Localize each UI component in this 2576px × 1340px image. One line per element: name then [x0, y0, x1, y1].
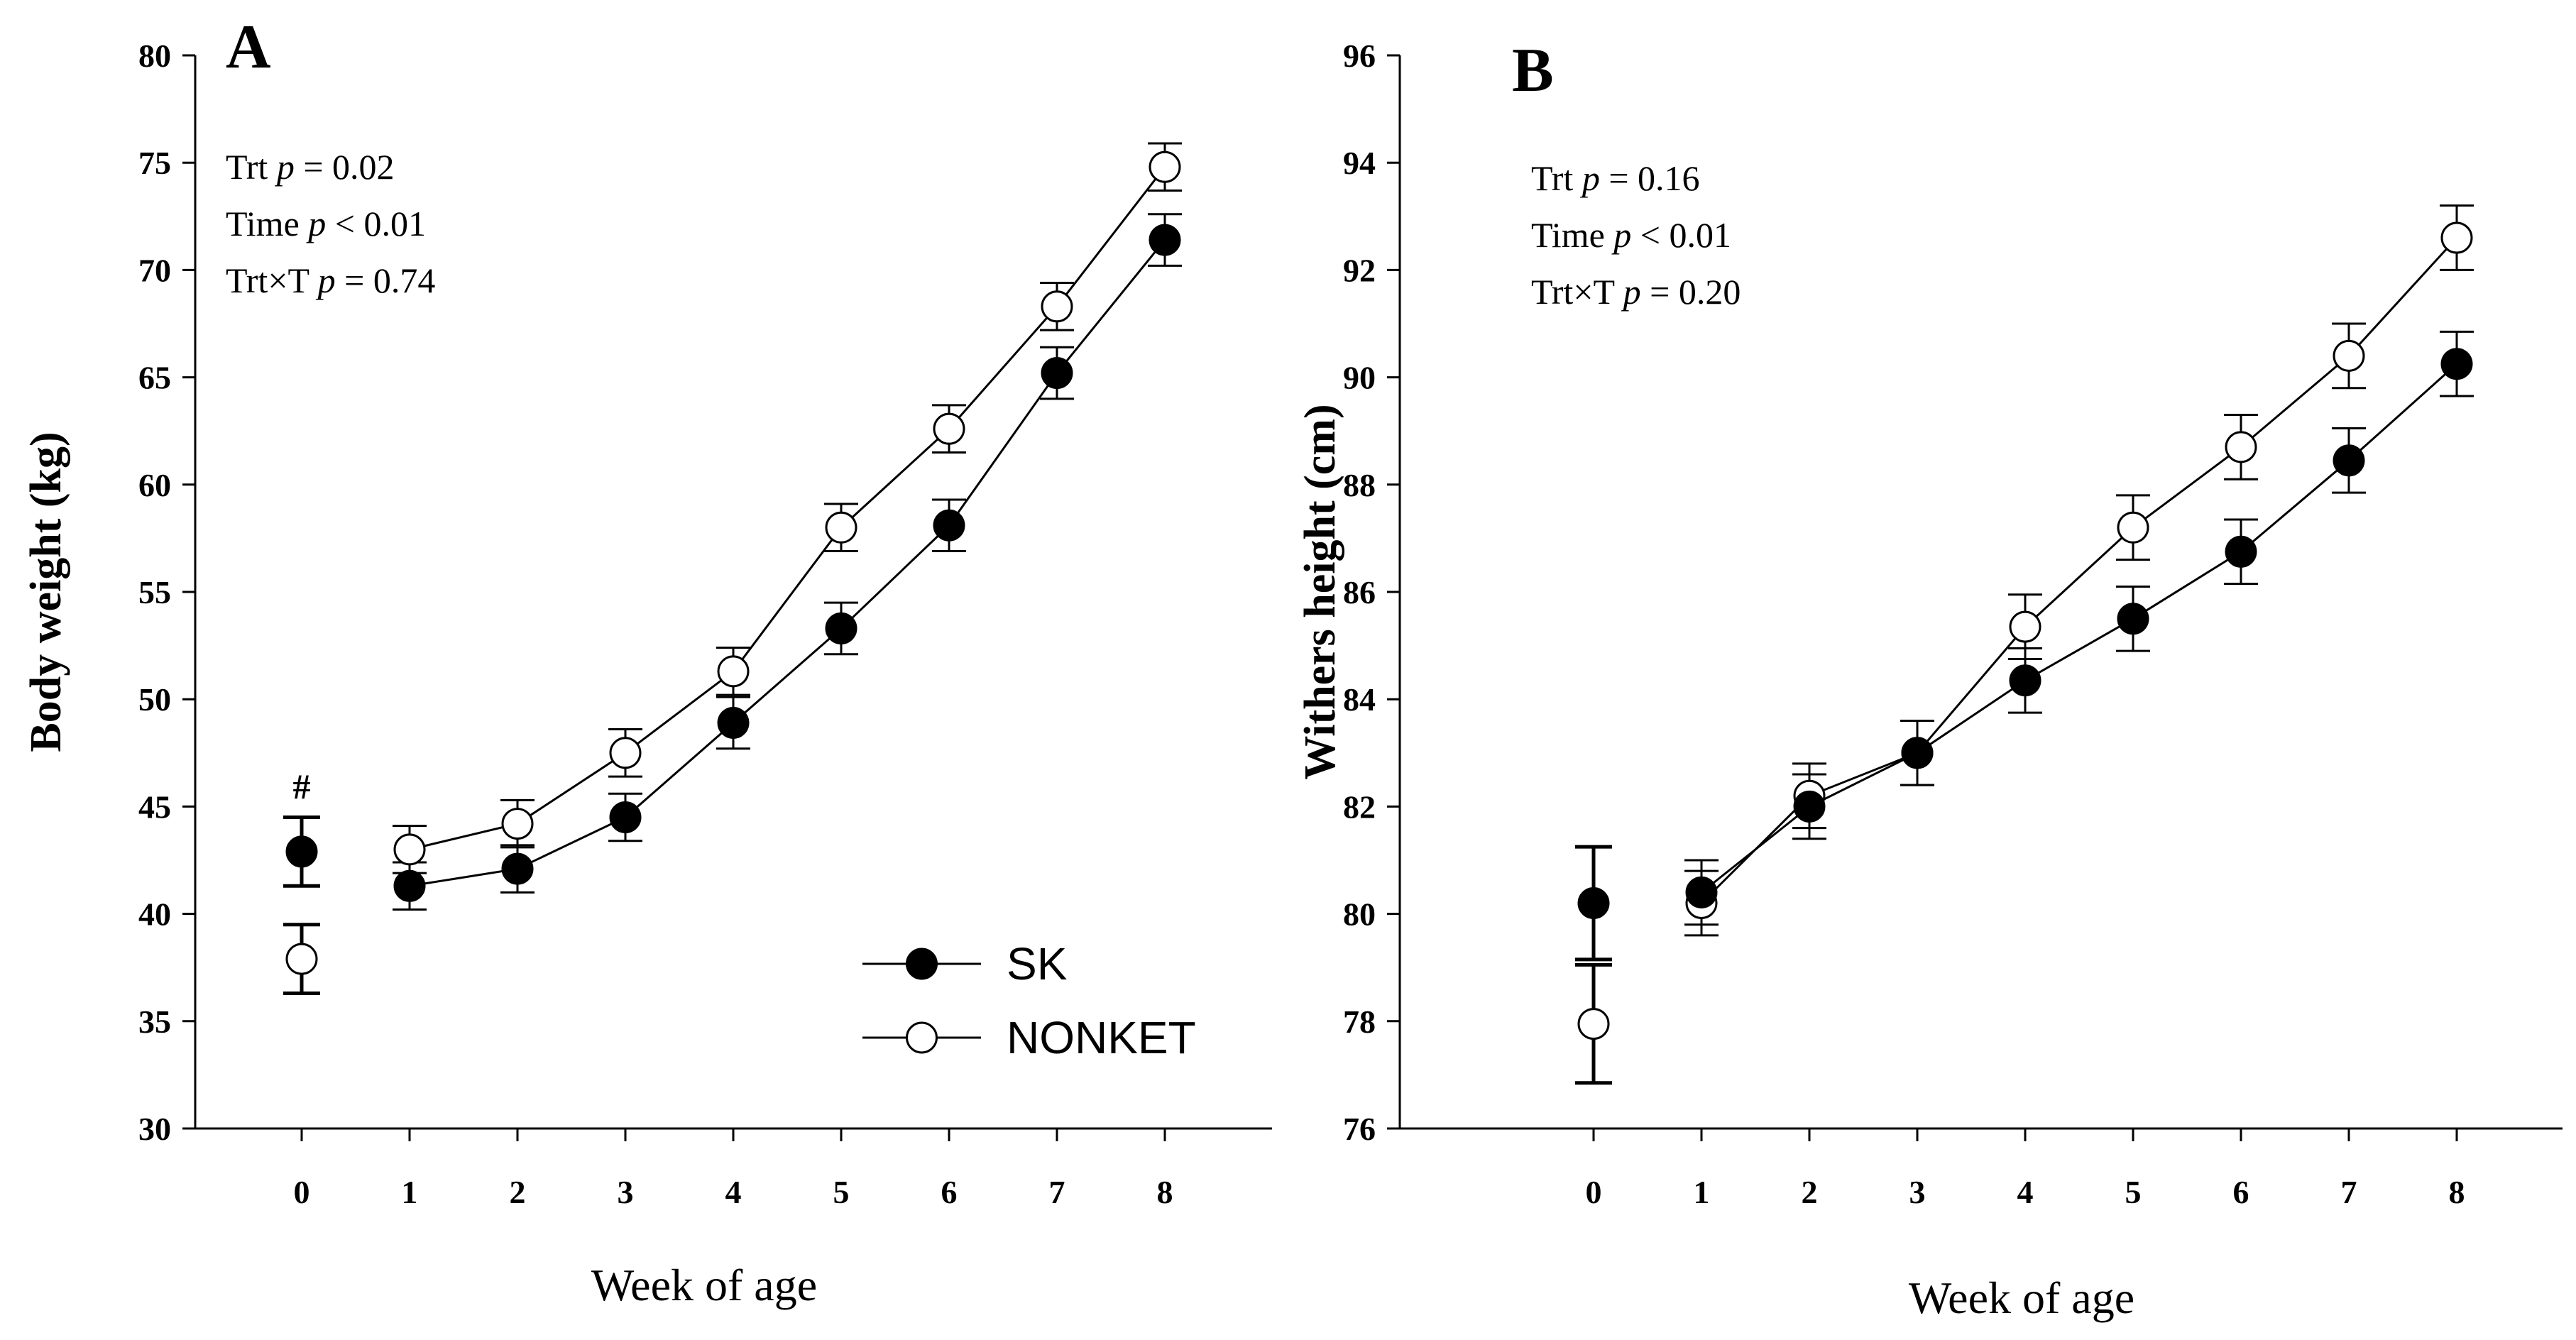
- panel-a-x-tick-label: 3: [618, 1174, 634, 1210]
- panel-a-stat-line: Trt p = 0.02: [226, 147, 395, 187]
- panel-b-letter: B: [1512, 36, 1554, 105]
- panel-b-x-axis-title: Week of age: [1909, 1273, 2134, 1323]
- panel-a-y-tick-label: 65: [138, 360, 171, 396]
- panel-a-x-tick-label: 1: [402, 1174, 418, 1210]
- panel-b-point-sk: [2333, 444, 2365, 477]
- panel-a-point-sk: [1149, 224, 1181, 256]
- panel-a-y-tick-label: 30: [138, 1111, 171, 1147]
- panel-a-point-sk: [1041, 357, 1073, 390]
- panel-a-y-axis-title: Body weight (kg): [22, 432, 70, 752]
- panel-a-stat-line: Trt×T p = 0.74: [226, 260, 435, 300]
- panel-a-x-tick-label: 2: [510, 1174, 526, 1210]
- panel-b-x-tick-label: 1: [1694, 1174, 1710, 1210]
- panel-b-point-sk: [1901, 737, 1934, 769]
- panel-b-y-tick-label: 78: [1343, 1004, 1376, 1040]
- panel-b-stat-line: Trt p = 0.16: [1531, 158, 1700, 198]
- panel-b-point-sk: [2009, 664, 2041, 697]
- panel-b-stat-line: Time p < 0.01: [1531, 215, 1731, 255]
- panel-a-y-tick-label: 80: [138, 38, 171, 74]
- panel-b-point-sk: [1685, 876, 1718, 908]
- panel-a-stat-line: Time p < 0.01: [226, 204, 426, 243]
- panel-a-point-sk: [825, 612, 857, 644]
- panel-a-x-tick-label: 0: [294, 1174, 310, 1210]
- panel-b-point-sk: [2117, 603, 2149, 635]
- panel-b-x-tick-label: 7: [2341, 1174, 2357, 1210]
- panel-b-x-tick-label: 6: [2233, 1174, 2249, 1210]
- legend-label-sk: SK: [1007, 938, 1067, 989]
- panel-b-point-nonket: [2009, 610, 2041, 643]
- panel-a-significance-mark: #: [293, 767, 311, 806]
- panel-b-y-tick-label: 94: [1343, 145, 1376, 181]
- panel-a-point-sk: [609, 801, 642, 834]
- panel-a-point-sk: [717, 706, 750, 739]
- panel-b-y-tick-label: 76: [1343, 1111, 1376, 1147]
- panel-a-point-nonket: [933, 412, 965, 445]
- panel-b-y-axis-title: Withers height (cm): [1296, 404, 1344, 779]
- panel-a-x-tick-label: 4: [725, 1174, 742, 1210]
- panel-a-x-axis-title: Week of age: [591, 1260, 817, 1310]
- panel-a-point-nonket: [393, 833, 426, 866]
- panel-b-y-tick-label: 82: [1343, 789, 1376, 825]
- panel-a-point-sk: [933, 509, 965, 542]
- panel-b-y-tick-label: 80: [1343, 896, 1376, 933]
- panel-a-point-nonket: [1149, 150, 1181, 183]
- panel-a-y-tick-label: 40: [138, 896, 171, 933]
- panel-a-point-sk: [501, 852, 534, 885]
- panel-a-point-nonket: [717, 655, 750, 688]
- panel-b-series-line-nonket: [1700, 237, 2458, 904]
- panel-b-x-tick-label: 4: [2017, 1174, 2034, 1210]
- panel-a-point-sk: [393, 869, 426, 902]
- panel-b-y-tick-label: 84: [1343, 681, 1376, 718]
- panel-a-point-nonket: [501, 808, 534, 840]
- panel-b-point-sk: [2225, 535, 2257, 568]
- panel-b-y-tick-label: 88: [1343, 467, 1376, 503]
- panel-b-x-tick-label: 5: [2125, 1174, 2142, 1210]
- panel-a-y-tick-label: 45: [138, 789, 171, 825]
- legend-marker-sk: [906, 948, 938, 980]
- panel-b-point-nonket: [1577, 1008, 1610, 1040]
- panel-a-series-line-nonket: [409, 166, 1166, 851]
- panel-a-series-line-sk: [409, 239, 1166, 887]
- panel-b-point-sk: [2440, 348, 2473, 380]
- panel-a-y-tick-label: 50: [138, 681, 171, 718]
- panel-b-y-tick-label: 86: [1343, 574, 1376, 610]
- panel-a-point-nonket: [285, 943, 318, 975]
- panel-a-x-tick-label: 5: [833, 1174, 850, 1210]
- panel-a-y-tick-label: 60: [138, 467, 171, 503]
- panel-b-y-tick-label: 96: [1343, 38, 1376, 74]
- panel-b-point-sk: [1793, 790, 1826, 823]
- panel-a-point-sk: [285, 835, 318, 868]
- panel-b-x-tick-label: 0: [1586, 1174, 1602, 1210]
- panel-b-x-tick-label: 2: [1802, 1174, 1818, 1210]
- panel-a-point-nonket: [825, 511, 857, 544]
- panel-b-point-nonket: [2333, 339, 2365, 372]
- panel-a-letter: A: [226, 13, 271, 82]
- panel-b-y-tick-label: 90: [1343, 360, 1376, 396]
- panel-b-x-tick-label: 8: [2449, 1174, 2465, 1210]
- panel-a-y-tick-label: 75: [138, 145, 171, 181]
- panel-a-point-nonket: [609, 737, 642, 769]
- panel-a-y-tick-label: 70: [138, 252, 171, 288]
- panel-b-series-line-sk: [1701, 363, 2458, 894]
- legend-label-nonket: NONKET: [1007, 1012, 1196, 1063]
- panel-a-y-tick-label: 35: [138, 1004, 171, 1040]
- panel-b-point-nonket: [2440, 221, 2473, 254]
- panel-b-x-tick-label: 3: [1909, 1174, 1926, 1210]
- panel-a-y-tick-label: 55: [138, 574, 171, 610]
- panel-a-x-tick-label: 7: [1049, 1174, 1065, 1210]
- panel-b-point-nonket: [2117, 511, 2149, 544]
- panel-b-point-nonket: [2225, 431, 2257, 463]
- panel-b-stat-line: Trt×T p = 0.20: [1531, 272, 1741, 312]
- panel-a-x-tick-label: 8: [1157, 1174, 1173, 1210]
- panel-a-x-tick-label: 6: [941, 1174, 958, 1210]
- legend-marker-nonket: [906, 1021, 938, 1054]
- panel-a-point-nonket: [1041, 290, 1073, 323]
- panel-b-point-sk: [1577, 886, 1610, 919]
- panel-b-y-tick-label: 92: [1343, 252, 1376, 288]
